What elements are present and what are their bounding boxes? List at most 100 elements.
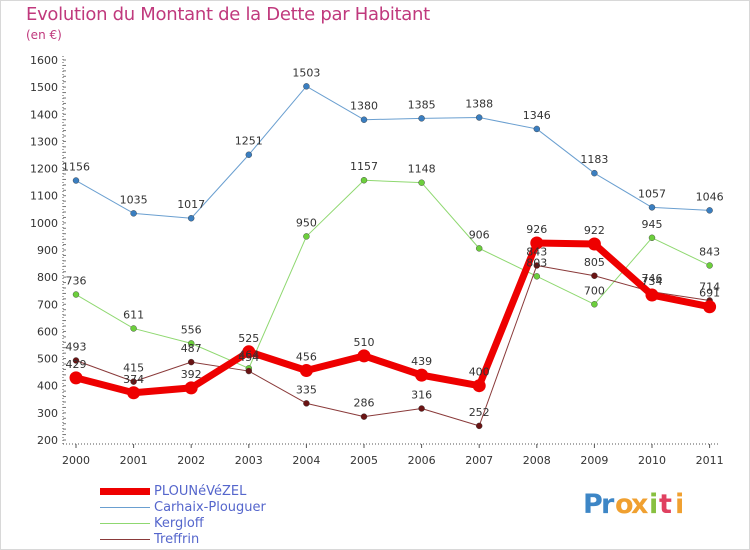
logo-letter: x [631, 489, 649, 520]
data-point [303, 233, 310, 240]
logo-letter: i [675, 489, 685, 520]
data-point [533, 273, 540, 280]
data-point [72, 177, 80, 184]
data-label: 456 [296, 351, 317, 364]
x-tick-label: 2009 [580, 454, 608, 467]
chart-series [69, 83, 717, 430]
data-label: 286 [354, 397, 375, 410]
data-label: 1183 [580, 153, 608, 166]
y-tick-label: 500 [37, 353, 58, 366]
data-label: 464 [238, 348, 259, 361]
x-tick-label: 2004 [292, 454, 320, 467]
data-label: 746 [642, 272, 663, 285]
data-label: 454 [238, 351, 259, 364]
x-tick-label: 2010 [638, 454, 666, 467]
y-tick-label: 1300 [30, 135, 58, 148]
series-line [75, 264, 711, 427]
legend-label: Treffrin [154, 532, 200, 547]
series-ploun-v-zel [69, 236, 717, 400]
data-point [299, 364, 313, 378]
data-point [472, 379, 486, 393]
y-tick-label: 600 [37, 325, 58, 338]
y-tick-label: 800 [37, 271, 58, 284]
chart-title: Evolution du Montant de la Dette par Hab… [26, 4, 430, 25]
data-label: 922 [584, 224, 605, 237]
data-point [187, 340, 195, 347]
data-point [242, 345, 256, 359]
data-point [415, 368, 429, 382]
y-tick-label: 200 [37, 434, 58, 447]
data-label: 1251 [235, 135, 263, 148]
x-tick-label: 2005 [350, 454, 378, 467]
data-label: 906 [469, 228, 490, 241]
legend-swatch [100, 488, 150, 495]
data-point [645, 288, 659, 302]
data-label: 439 [411, 355, 432, 368]
data-label: 525 [238, 332, 259, 345]
legend-label: Carhaix-Plouguer [154, 500, 266, 515]
data-label: 736 [66, 275, 87, 288]
data-point [476, 114, 483, 121]
data-label: 1017 [177, 198, 205, 211]
x-tick-label: 2011 [696, 454, 724, 467]
legend-swatch [100, 523, 150, 524]
y-tick-label: 1000 [30, 217, 58, 230]
series-treffrin [72, 262, 713, 430]
y-tick-label: 700 [37, 298, 58, 311]
y-tick-label: 400 [37, 380, 58, 393]
series-line [75, 85, 711, 219]
data-label: 400 [469, 366, 490, 379]
data-point [418, 115, 425, 122]
data-point [530, 236, 544, 250]
data-label: 1148 [408, 163, 436, 176]
data-point [303, 83, 310, 90]
chart-unit-label: (en €) [26, 28, 62, 42]
data-point [72, 291, 80, 298]
data-point [591, 301, 598, 308]
data-point [476, 245, 483, 252]
data-point [587, 237, 601, 251]
data-label: 945 [642, 218, 663, 231]
data-label: 1380 [350, 100, 378, 113]
data-label: 843 [699, 245, 720, 258]
series-kergloff [72, 177, 713, 372]
legend-label: PLOUNéVéZEL [154, 484, 247, 499]
data-point [476, 422, 483, 430]
data-point [706, 262, 713, 269]
logo-letter: P [583, 489, 603, 520]
data-label: 1157 [350, 160, 378, 173]
data-point [127, 386, 141, 400]
logo-letter: r [601, 489, 615, 520]
y-tick-label: 1500 [30, 81, 58, 94]
x-tick-label: 2006 [408, 454, 436, 467]
data-point [187, 358, 195, 366]
data-point [591, 169, 598, 177]
data-label: 316 [411, 389, 432, 402]
y-tick-label: 1100 [30, 190, 58, 203]
data-point [69, 371, 83, 385]
data-point [533, 262, 540, 269]
data-point [360, 177, 368, 184]
data-label: 1385 [408, 98, 436, 111]
data-point [533, 125, 540, 133]
data-point [187, 215, 195, 222]
x-tick-label: 2001 [120, 454, 148, 467]
data-point [245, 367, 253, 375]
data-label: 1046 [696, 190, 724, 203]
x-tick-label: 2008 [523, 454, 551, 467]
data-label: 1057 [638, 187, 666, 200]
x-tick-label: 2002 [177, 454, 205, 467]
data-label: 415 [123, 362, 144, 375]
legend-swatch [100, 539, 150, 540]
data-point [418, 405, 425, 412]
y-tick-label: 1600 [30, 54, 58, 67]
data-label: 510 [354, 336, 375, 349]
data-point [130, 325, 137, 332]
chart-axes: 200 300 400 500 600 700 800 900 1000 1100 1200 1300… [30, 54, 724, 467]
x-tick-label: 2003 [235, 454, 263, 467]
chart-data-labels: 1156 1035 1017 1251 1503 1380 1385 1388 1346 1183… [62, 66, 724, 419]
data-point [72, 357, 80, 364]
data-label: 1388 [465, 98, 493, 111]
